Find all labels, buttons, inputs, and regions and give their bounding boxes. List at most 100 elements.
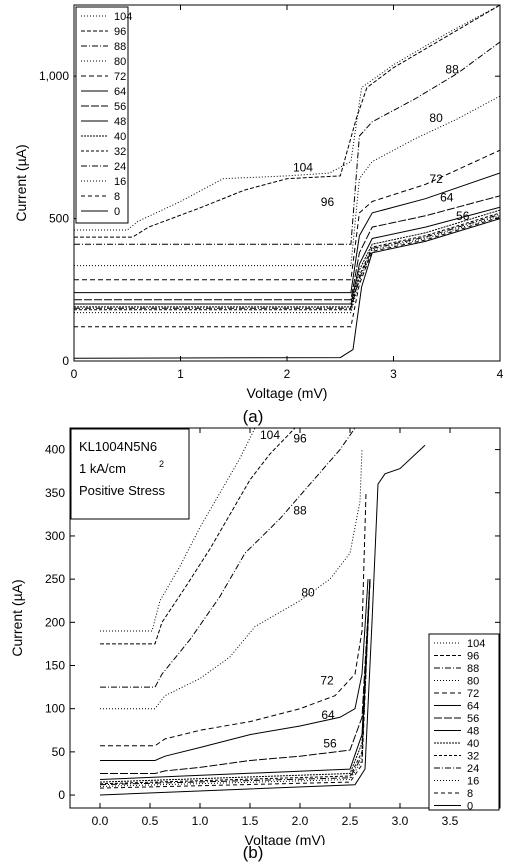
y-tick-label: 1,000 <box>39 69 69 83</box>
legend-label-0: 0 <box>114 206 120 218</box>
legend-label-24: 24 <box>114 161 126 173</box>
y-tick-label: 250 <box>45 572 65 586</box>
legend-label-0: 0 <box>467 801 473 813</box>
series-line-48 <box>74 206 500 305</box>
legend-label-48: 48 <box>467 726 479 738</box>
x-tick-label: 0.0 <box>92 814 109 828</box>
caption-a: (a) <box>242 407 264 426</box>
series-line-72 <box>74 149 500 281</box>
curve-label-80: 80 <box>301 585 315 599</box>
x-tick-label: 1 <box>177 367 184 381</box>
legend-label-64: 64 <box>467 701 479 713</box>
x-tick-label: 3.5 <box>442 814 459 828</box>
x-tick-label: 0 <box>71 367 78 381</box>
legend-label-40: 40 <box>114 131 126 143</box>
series-line-96 <box>74 5 500 238</box>
series-line-64 <box>74 172 500 294</box>
series-line-32 <box>74 212 500 311</box>
series-line-24 <box>74 213 500 309</box>
chart-b-stress-type: Positive Stress <box>79 483 165 498</box>
x-tick-label: 1.5 <box>242 814 259 828</box>
series-line-0 <box>99 444 426 796</box>
series-line-8 <box>99 579 371 789</box>
legend-label-16: 16 <box>114 176 126 188</box>
chart-b-device-name: KL1004N5N6 <box>79 439 157 454</box>
curve-label-88: 88 <box>293 503 307 517</box>
y-tick-label: 50 <box>52 745 66 759</box>
x-axis-label: Voltage (mV) <box>245 832 326 845</box>
series-line-64 <box>100 579 369 761</box>
curve-label-96: 96 <box>293 432 307 446</box>
legend-label-96: 96 <box>467 651 479 663</box>
chart-b-current-density-exponent: 2 <box>159 459 164 469</box>
series-line-24 <box>99 579 371 786</box>
legend-label-104: 104 <box>467 638 485 650</box>
x-tick-label: 3.0 <box>392 814 409 828</box>
legend-box <box>75 6 129 224</box>
y-tick-label: 150 <box>45 659 65 673</box>
x-axis-label: Voltage (mV) <box>247 385 328 401</box>
legend-label-32: 32 <box>467 751 479 763</box>
legend-label-48: 48 <box>114 116 126 128</box>
series-group <box>99 428 426 796</box>
legend-label-72: 72 <box>114 71 126 83</box>
chart-b: 0.0 0.5 1.0 1.5 2.0 2.5 3.0 3.5 0 50 100 150 200 250 3… <box>9 427 501 845</box>
legend-label-56: 56 <box>114 101 126 113</box>
y-tick-label: 300 <box>45 529 65 543</box>
legend-label-24: 24 <box>467 763 479 775</box>
series-line-80 <box>100 449 363 710</box>
legend-label-56: 56 <box>467 713 479 725</box>
curve-label-80: 80 <box>429 111 443 125</box>
series-line-16 <box>74 215 500 314</box>
x-tick-label: 2 <box>284 367 291 381</box>
curve-label-64: 64 <box>440 191 454 205</box>
y-axis-label: Current (µA) <box>13 144 29 221</box>
y-tick-label: 350 <box>45 486 65 500</box>
y-tick-label: 400 <box>45 443 65 457</box>
legend-label-80: 80 <box>467 676 479 688</box>
legend-box <box>428 633 500 811</box>
curve-label-104: 104 <box>293 161 313 175</box>
series-group <box>74 5 500 359</box>
curve-label-56: 56 <box>323 737 337 751</box>
chart-b-title-box <box>70 428 190 520</box>
curve-label-88: 88 <box>445 62 459 76</box>
legend-label-72: 72 <box>467 688 479 700</box>
series-line-104 <box>100 428 256 632</box>
curve-label-104: 104 <box>260 428 280 442</box>
legend-label-88: 88 <box>467 663 479 675</box>
x-tick-label: 2.5 <box>342 814 359 828</box>
y-axis-label: Current (µA) <box>9 579 25 656</box>
legend-label-8: 8 <box>467 788 473 800</box>
y-tick-label: 500 <box>49 212 69 226</box>
y-tick-label: 0 <box>62 354 69 368</box>
legend-label-40: 40 <box>467 738 479 750</box>
x-tick-label: 1.0 <box>192 814 209 828</box>
chart-b-current-density: 1 kA/cm <box>79 461 126 476</box>
legend-label-104: 104 <box>114 11 132 23</box>
series-line-88 <box>74 41 500 245</box>
series-line-32 <box>99 579 371 785</box>
legend-label-16: 16 <box>467 776 479 788</box>
curve-label-72: 72 <box>429 172 443 186</box>
legend-label-8: 8 <box>114 191 120 203</box>
series-line-88 <box>100 428 356 688</box>
series-line-72 <box>100 492 367 747</box>
curve-label-72: 72 <box>320 674 334 688</box>
legend-label-96: 96 <box>114 26 126 38</box>
series-line-96 <box>100 428 296 645</box>
x-tick-label: 4 <box>497 367 504 381</box>
x-tick-label: 0.5 <box>142 814 159 828</box>
series-line-56 <box>100 579 371 774</box>
series-line-56 <box>74 195 500 301</box>
legend-label-32: 32 <box>114 146 126 158</box>
curve-label-96: 96 <box>321 195 335 209</box>
legend-label-80: 80 <box>114 56 126 68</box>
series-line-8 <box>74 216 500 328</box>
y-tick-label: 0 <box>58 788 65 802</box>
series-line-104 <box>74 5 500 231</box>
plot-frame <box>69 427 501 809</box>
series-line-80 <box>74 95 500 267</box>
curve-label-56: 56 <box>456 209 470 223</box>
